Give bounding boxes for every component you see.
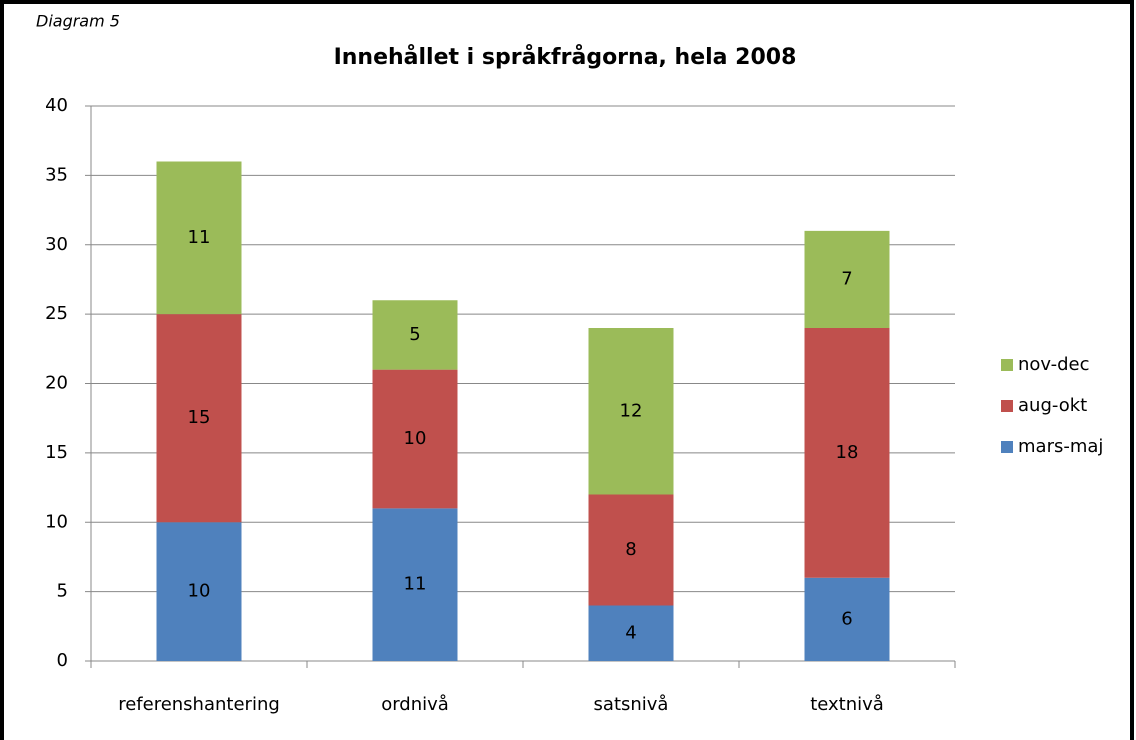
bar-segment — [156, 522, 242, 661]
data-label: 10 — [188, 581, 211, 602]
bar-segment — [804, 328, 890, 578]
chart-title: Innehållet i språkfrågorna, hela 2008 — [334, 44, 797, 70]
y-tick-label: 15 — [45, 442, 68, 463]
y-tick-label: 40 — [45, 95, 68, 116]
y-tick-label: 5 — [57, 581, 68, 602]
x-tick-label: ordnivå — [381, 694, 449, 715]
legend-swatch — [1001, 359, 1013, 371]
bar-segment — [156, 314, 242, 523]
data-label: 5 — [409, 324, 420, 345]
bar-segment — [372, 369, 458, 509]
data-label: 7 — [841, 268, 852, 289]
data-label: 11 — [404, 574, 427, 595]
legend-label: aug-okt — [1018, 395, 1087, 416]
data-label: 15 — [188, 407, 211, 428]
bar-segment — [588, 605, 674, 661]
data-label: 6 — [841, 608, 852, 629]
y-tick-label: 20 — [45, 373, 68, 394]
bar-segment — [588, 328, 674, 495]
y-tick-label: 10 — [45, 511, 68, 532]
y-tick-label: 30 — [45, 234, 68, 255]
y-tick-label: 0 — [57, 650, 68, 671]
data-label: 4 — [625, 622, 636, 643]
data-label: 12 — [620, 400, 643, 421]
data-label: 10 — [404, 428, 427, 449]
bar-segment — [372, 300, 458, 370]
y-tick-label: 25 — [45, 303, 68, 324]
bar-segment — [804, 577, 890, 661]
bar-segment — [588, 494, 674, 606]
bar-segment — [372, 508, 458, 661]
data-label: 8 — [625, 539, 636, 560]
legend-label: mars-maj — [1018, 436, 1103, 457]
x-tick-label: referenshantering — [118, 694, 280, 715]
legend-swatch — [1001, 400, 1013, 412]
legend-label: nov-dec — [1018, 354, 1089, 375]
legend-swatch — [1001, 441, 1013, 453]
y-tick-label: 35 — [45, 164, 68, 185]
x-tick-label: satsnivå — [594, 694, 669, 715]
data-label: 18 — [836, 442, 859, 463]
data-label: 11 — [188, 227, 211, 248]
annotation: Diagram 5 — [36, 12, 120, 31]
bar-segment — [804, 230, 890, 328]
bar-segment — [156, 161, 242, 315]
x-tick-label: textnivå — [810, 694, 884, 715]
